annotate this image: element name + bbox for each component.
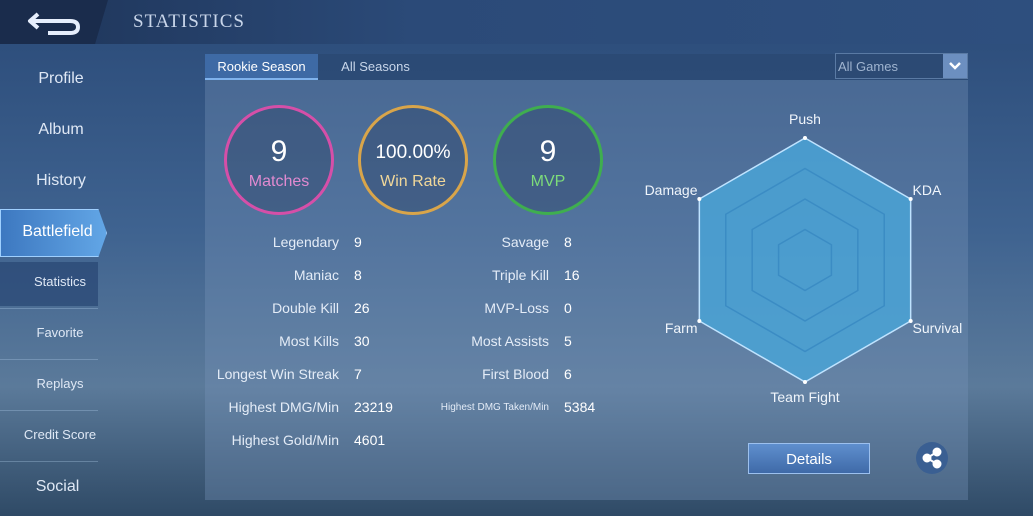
- radar-label: Damage: [645, 182, 698, 198]
- radar-label: Farm: [665, 320, 698, 336]
- stat-label: MVP-Loss: [484, 300, 549, 316]
- stat-value: 0: [564, 300, 572, 316]
- stat-label: Most Kills: [279, 333, 339, 349]
- stat-label: Highest DMG/Min: [228, 399, 339, 415]
- details-button[interactable]: [748, 443, 870, 474]
- separator: [0, 359, 98, 360]
- stat-value: 6: [564, 366, 572, 382]
- separator: [0, 308, 98, 309]
- stat-label: Highest DMG Taken/Min: [440, 402, 549, 413]
- sidebar-item[interactable]: Battlefield: [22, 223, 93, 240]
- share-icon: [922, 447, 942, 469]
- ring-label: Matches: [248, 173, 310, 190]
- radar-vertex: [908, 319, 913, 323]
- sidebar-item[interactable]: History: [36, 172, 86, 189]
- stat-ring: [493, 105, 603, 215]
- stat-value: 26: [354, 300, 370, 316]
- stat-value: 7: [354, 366, 362, 382]
- stat-value: 23219: [354, 399, 393, 415]
- dropdown-label[interactable]: All Games: [838, 59, 898, 74]
- page-title: STATISTICS: [133, 11, 245, 32]
- stat-label: Double Kill: [272, 300, 339, 316]
- share-button[interactable]: [916, 442, 948, 474]
- stat-value: 9: [354, 234, 362, 250]
- back-icon: [28, 12, 80, 35]
- dropdown-arrow: [943, 54, 967, 78]
- sidebar-active[interactable]: [0, 209, 107, 257]
- radar-ring: [751, 198, 859, 322]
- radar-vertex: [697, 319, 702, 323]
- ring-value: 100.00%: [375, 142, 451, 163]
- radar-vertex: [803, 136, 807, 140]
- stat-value: 4601: [354, 432, 386, 448]
- sidebar-item[interactable]: Album: [38, 121, 84, 138]
- sidebar-item[interactable]: Replays: [36, 376, 84, 391]
- back-button[interactable]: [0, 0, 108, 44]
- chevron: [949, 62, 961, 70]
- stat-label: Most Assists: [471, 333, 549, 349]
- stat-value: 5: [564, 333, 572, 349]
- ring-value: 9: [270, 135, 288, 168]
- sidebar-item[interactable]: Statistics: [33, 274, 86, 289]
- sidebar-item[interactable]: Social: [35, 478, 80, 495]
- ring-value: 9: [539, 135, 557, 168]
- tab-active[interactable]: [205, 54, 318, 80]
- radar-vertex: [697, 197, 702, 201]
- stat-label: First Blood: [482, 366, 549, 382]
- stat-value: 16: [564, 267, 580, 283]
- stat-ring: [224, 105, 334, 215]
- sidebar-item[interactable]: Profile: [38, 70, 84, 87]
- radar-label: Survival: [913, 320, 963, 336]
- radar-label: Push: [789, 111, 821, 127]
- dropdown[interactable]: [835, 53, 968, 79]
- separator: [0, 461, 98, 462]
- sub-active[interactable]: [0, 262, 98, 306]
- sidebar-item[interactable]: Credit Score: [23, 427, 97, 442]
- stat-value: 30: [354, 333, 370, 349]
- radar-vertex: [803, 380, 807, 384]
- radar-ring: [725, 167, 885, 353]
- stat-value: 5384: [564, 399, 596, 415]
- stat-value: 8: [354, 267, 362, 283]
- radar-label: Team Fight: [770, 389, 839, 405]
- stat-label: Legendary: [272, 234, 339, 250]
- ring-label: Win Rate: [380, 173, 446, 190]
- stat-label: Longest Win Streak: [216, 366, 339, 382]
- tab[interactable]: Rookie Season: [217, 59, 306, 74]
- sidebar-item[interactable]: Favorite: [36, 325, 84, 340]
- radar-label: KDA: [913, 182, 942, 198]
- stat-label: Triple Kill: [491, 267, 549, 283]
- separator: [0, 410, 98, 411]
- radar-area: [698, 137, 912, 383]
- stat-value: 8: [564, 234, 572, 250]
- tab[interactable]: All Seasons: [341, 59, 410, 74]
- stat-label: Savage: [501, 234, 549, 250]
- stat-label: Highest Gold/Min: [231, 432, 339, 448]
- radar-vertex: [908, 197, 913, 201]
- button-label[interactable]: Details: [786, 451, 832, 468]
- stat-ring: [358, 105, 468, 215]
- stat-label: Maniac: [293, 267, 339, 283]
- radar-chart: Push KDA Survival Team Fight Farm Damage: [645, 111, 963, 405]
- top-bar: [0, 0, 1033, 44]
- ring-label: MVP: [530, 173, 566, 190]
- radar-ring: [777, 228, 833, 292]
